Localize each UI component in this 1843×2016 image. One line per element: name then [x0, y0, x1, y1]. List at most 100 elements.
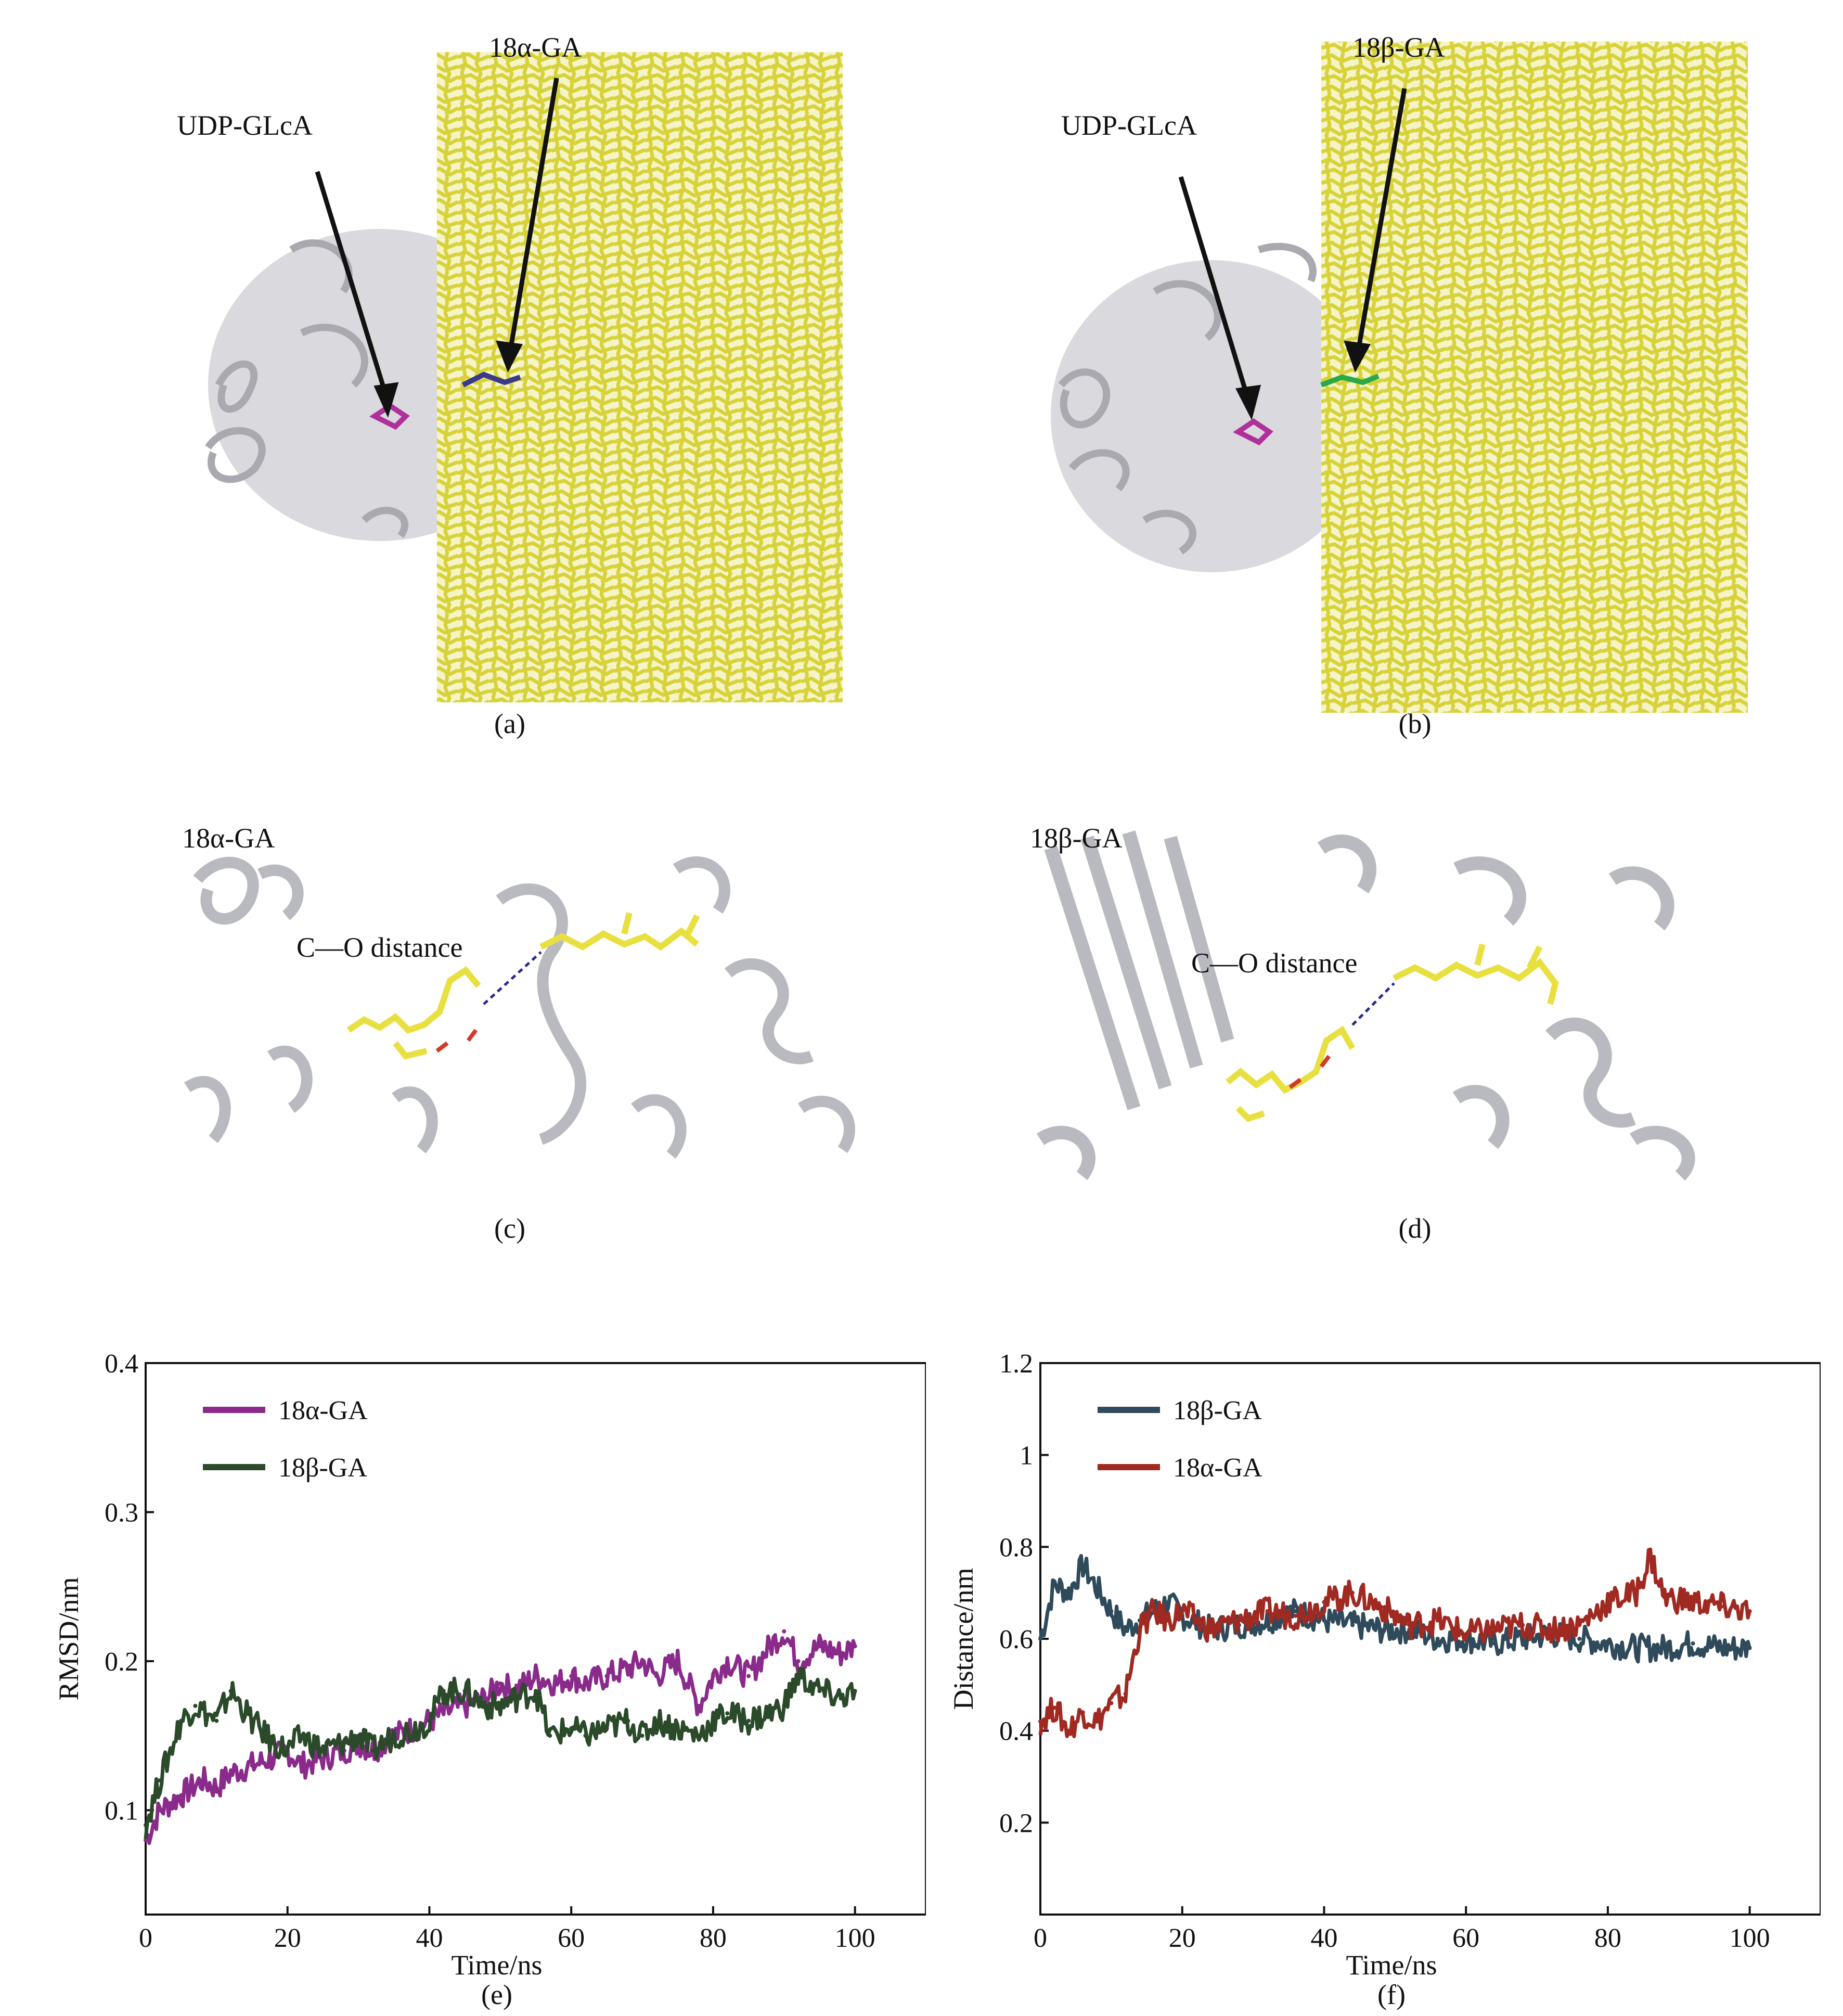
chart-f-point — [1648, 1554, 1653, 1558]
chart-f-point — [1747, 1646, 1752, 1650]
panel-b-donor-label: UDP-GLcA — [1061, 110, 1197, 141]
c-o-distance-line — [1351, 982, 1395, 1026]
chart-e-point — [250, 1718, 254, 1723]
chart-f-point — [1662, 1646, 1667, 1650]
chart-e-point — [654, 1674, 659, 1678]
chart-e-point — [697, 1703, 701, 1708]
chart-f-series-line-1 — [1038, 1553, 1751, 1664]
chart-f-point — [1095, 1586, 1100, 1590]
chart-f-point — [1152, 1609, 1156, 1613]
chart-e-point — [675, 1726, 680, 1730]
alpha-ga-molecule — [461, 371, 521, 388]
chart-e-point — [746, 1718, 751, 1723]
chart-e-point — [441, 1711, 446, 1716]
chart-f-point — [1435, 1637, 1440, 1641]
chart-e-point — [796, 1659, 801, 1663]
chart-e-point — [413, 1726, 418, 1730]
membrane-lipids — [1321, 42, 1748, 713]
chart-e-point — [300, 1763, 304, 1768]
chart-e-point — [626, 1666, 630, 1671]
chart-f-point — [1052, 1582, 1057, 1586]
chart-e-point — [768, 1644, 772, 1649]
chart-f-point — [1265, 1609, 1270, 1613]
chart-e-x-tick-label: 20 — [274, 1923, 301, 1953]
chart-e-point — [320, 1756, 325, 1761]
chart-f-point — [1137, 1627, 1142, 1632]
chart-e-point — [158, 1778, 162, 1783]
chart-f-x-tick-label: 60 — [1452, 1923, 1479, 1953]
chart-f-point — [1435, 1618, 1440, 1623]
panel-d-structure-image — [1030, 817, 1727, 1186]
chart-f-point — [1265, 1618, 1270, 1623]
chart-e-x-tick-label: 0 — [139, 1923, 152, 1953]
chart-e-y-tick-label: 0.2 — [105, 1647, 138, 1677]
panel-c: 18α-GA C—O distance — [177, 817, 874, 1186]
chart-f-point — [1577, 1623, 1582, 1627]
chart-e-point — [782, 1629, 787, 1634]
chart-e-point — [228, 1689, 233, 1693]
chart-f-point — [1719, 1646, 1724, 1650]
chart-e-legend-label-2: 18β-GA — [278, 1453, 367, 1483]
chart-f-point — [1407, 1623, 1412, 1627]
chart-f-point — [1605, 1641, 1610, 1646]
chart-f-point — [1180, 1609, 1184, 1613]
chart-f-x-tick-label: 80 — [1594, 1923, 1621, 1953]
chart-f-y-tick-label: 1.2 — [999, 1349, 1033, 1379]
chart-f-legend-label-1: 18β-GA — [1173, 1396, 1262, 1426]
chart-f-series-line-2 — [1038, 1547, 1751, 1739]
chart-e-point — [853, 1644, 857, 1649]
chart-f-y-tick-label: 0.6 — [999, 1625, 1033, 1654]
chart-f-point — [1208, 1627, 1213, 1632]
chart-e-point — [370, 1748, 375, 1753]
chart-f-svg: 0 20 40 60 80 100 0.2 0.4 0.6 0.8 1 1.2 Time/ns Dista… — [948, 1349, 1822, 2010]
chart-e-point — [548, 1733, 552, 1738]
chart-e-y-tick-label: 0.4 — [105, 1349, 138, 1379]
chart-e-point — [158, 1808, 162, 1813]
panel-d: 18β-GA C—O distance — [1030, 817, 1727, 1186]
chart-e-point — [214, 1718, 219, 1723]
panel-a-donor-label: UDP-GLcA — [177, 110, 313, 141]
chart-e-point — [179, 1793, 184, 1797]
chart-f-x-tick-label: 20 — [1169, 1923, 1196, 1953]
chart-f-y-tick-label: 1 — [1020, 1441, 1033, 1471]
chart-f-point — [1095, 1719, 1100, 1724]
panel-c-caption: (c) — [494, 1213, 525, 1244]
chart-e-point — [640, 1659, 645, 1663]
chart-e-point — [782, 1703, 787, 1708]
chart-f-point — [1605, 1600, 1610, 1604]
chart-f-point — [1577, 1637, 1582, 1641]
chart-e-point — [534, 1674, 538, 1678]
chart-f-legend-label-2: 18α-GA — [1173, 1453, 1262, 1483]
chart-f-point — [1080, 1710, 1085, 1715]
chart-e-x-tick-label: 40 — [416, 1923, 443, 1953]
chart-e-y-axis-label: RMSD/nm — [53, 1577, 84, 1700]
chart-e-point — [484, 1703, 488, 1708]
panel-b: 18β-GA UDP-GLcA — [1040, 21, 1779, 728]
chart-e-point — [214, 1786, 219, 1790]
chart-f-point — [1080, 1563, 1085, 1568]
chart-e-point — [484, 1696, 488, 1701]
chart-f-point — [1492, 1627, 1497, 1632]
chart-e-y-tick-label: 0.1 — [105, 1796, 138, 1826]
chart-e-point — [250, 1763, 254, 1768]
chart-e-point — [725, 1711, 730, 1716]
chart-e-point — [498, 1703, 502, 1708]
chart-e-point — [796, 1674, 801, 1678]
chart-f: 0 20 40 60 80 100 0.2 0.4 0.6 0.8 1 1.2 Time/ns Dista… — [936, 1342, 1822, 2016]
chart-e-point — [356, 1733, 361, 1738]
chart-f-point — [1109, 1701, 1114, 1705]
chart-e-point — [569, 1726, 574, 1730]
chart-f-point — [1691, 1641, 1695, 1646]
chart-f-point — [1322, 1618, 1326, 1623]
chart-e-point — [144, 1823, 148, 1828]
chart-e-point — [853, 1689, 857, 1693]
chart-e-svg: 0 20 40 60 80 100 0.1 0.2 0.3 0.4 Time/ns RMSD/nm (e… — [53, 1349, 927, 2010]
chart-e-point — [604, 1726, 609, 1730]
chart-f-point — [1492, 1641, 1497, 1646]
chart-f-point — [1109, 1609, 1114, 1613]
chart-f-x-tick-label: 0 — [1034, 1923, 1047, 1953]
chart-f-point — [1634, 1590, 1639, 1595]
chart-e-point — [271, 1741, 276, 1745]
chart-f-x-tick-label: 100 — [1730, 1923, 1770, 1953]
chart-e-point — [320, 1748, 325, 1753]
